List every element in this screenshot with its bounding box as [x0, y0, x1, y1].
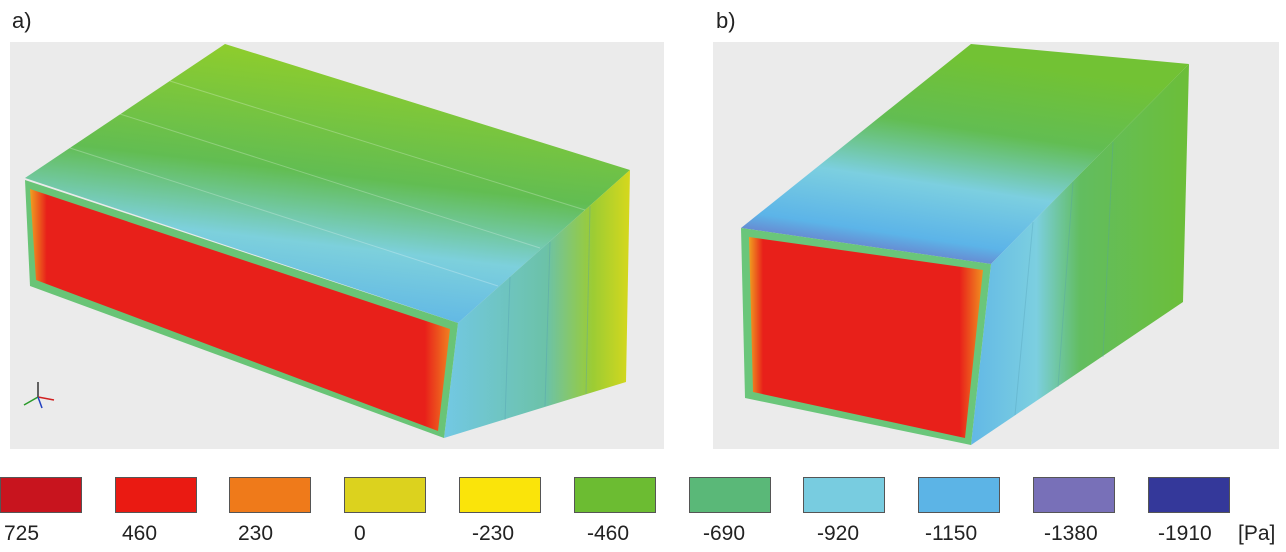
- legend-label: -460: [587, 522, 630, 545]
- legend-unit: [Pa]: [1238, 522, 1276, 545]
- legend-swatch-460: [115, 477, 197, 513]
- legend-swatch-minus1910: [1148, 477, 1230, 513]
- roof-a: [25, 44, 630, 323]
- side-wall-b: [971, 64, 1189, 445]
- front-wall-a: [30, 189, 450, 431]
- building-b-svg: [741, 44, 1189, 445]
- axis-triad-icon: [23, 382, 55, 409]
- side-wall-a: [444, 170, 630, 438]
- legend-label: 0: [354, 522, 366, 545]
- legend-swatch-230: [229, 477, 311, 513]
- legend-swatch-minus1380: [1033, 477, 1115, 513]
- legend-label: -1150: [925, 522, 978, 545]
- legend-label: 725: [4, 522, 40, 545]
- legend-swatch-minus690: [689, 477, 771, 513]
- legend-swatch-725: [0, 477, 82, 513]
- legend-swatch-minus920: [803, 477, 885, 513]
- legend-label: 460: [122, 522, 158, 545]
- legend-swatch-0: [344, 477, 426, 513]
- panel-a-label: a): [12, 8, 32, 33]
- legend-swatch-minus230: [459, 477, 541, 513]
- panel-b-render: [713, 42, 1279, 449]
- legend-label: -1380: [1044, 522, 1098, 545]
- building-a-svg: [23, 44, 630, 438]
- legend-label: 230: [238, 522, 274, 545]
- legend-label: -920: [817, 522, 860, 545]
- legend-swatch-minus1150: [918, 477, 1000, 513]
- panel-b-label: b): [716, 8, 736, 33]
- legend-label: -230: [472, 522, 515, 545]
- panel-a-render: [10, 42, 664, 449]
- front-wall-b: [749, 237, 983, 438]
- roof-b: [741, 44, 1189, 264]
- legend-label: -690: [703, 522, 746, 545]
- legend-swatch-minus460: [574, 477, 656, 513]
- legend-label: -1910: [1158, 522, 1212, 545]
